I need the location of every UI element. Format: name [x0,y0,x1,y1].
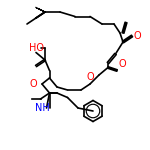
Text: O: O [134,31,141,41]
Text: O: O [30,79,38,89]
Text: HO: HO [28,43,44,53]
Text: O: O [87,72,94,81]
Text: NH: NH [34,103,49,113]
Text: O: O [118,59,126,69]
